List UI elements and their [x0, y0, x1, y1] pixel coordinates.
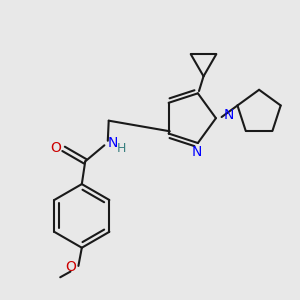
Text: O: O — [65, 260, 76, 274]
Text: N: N — [224, 108, 234, 122]
Text: N: N — [108, 136, 118, 150]
Text: O: O — [50, 141, 61, 155]
Text: N: N — [191, 145, 202, 159]
Text: H: H — [117, 142, 126, 155]
